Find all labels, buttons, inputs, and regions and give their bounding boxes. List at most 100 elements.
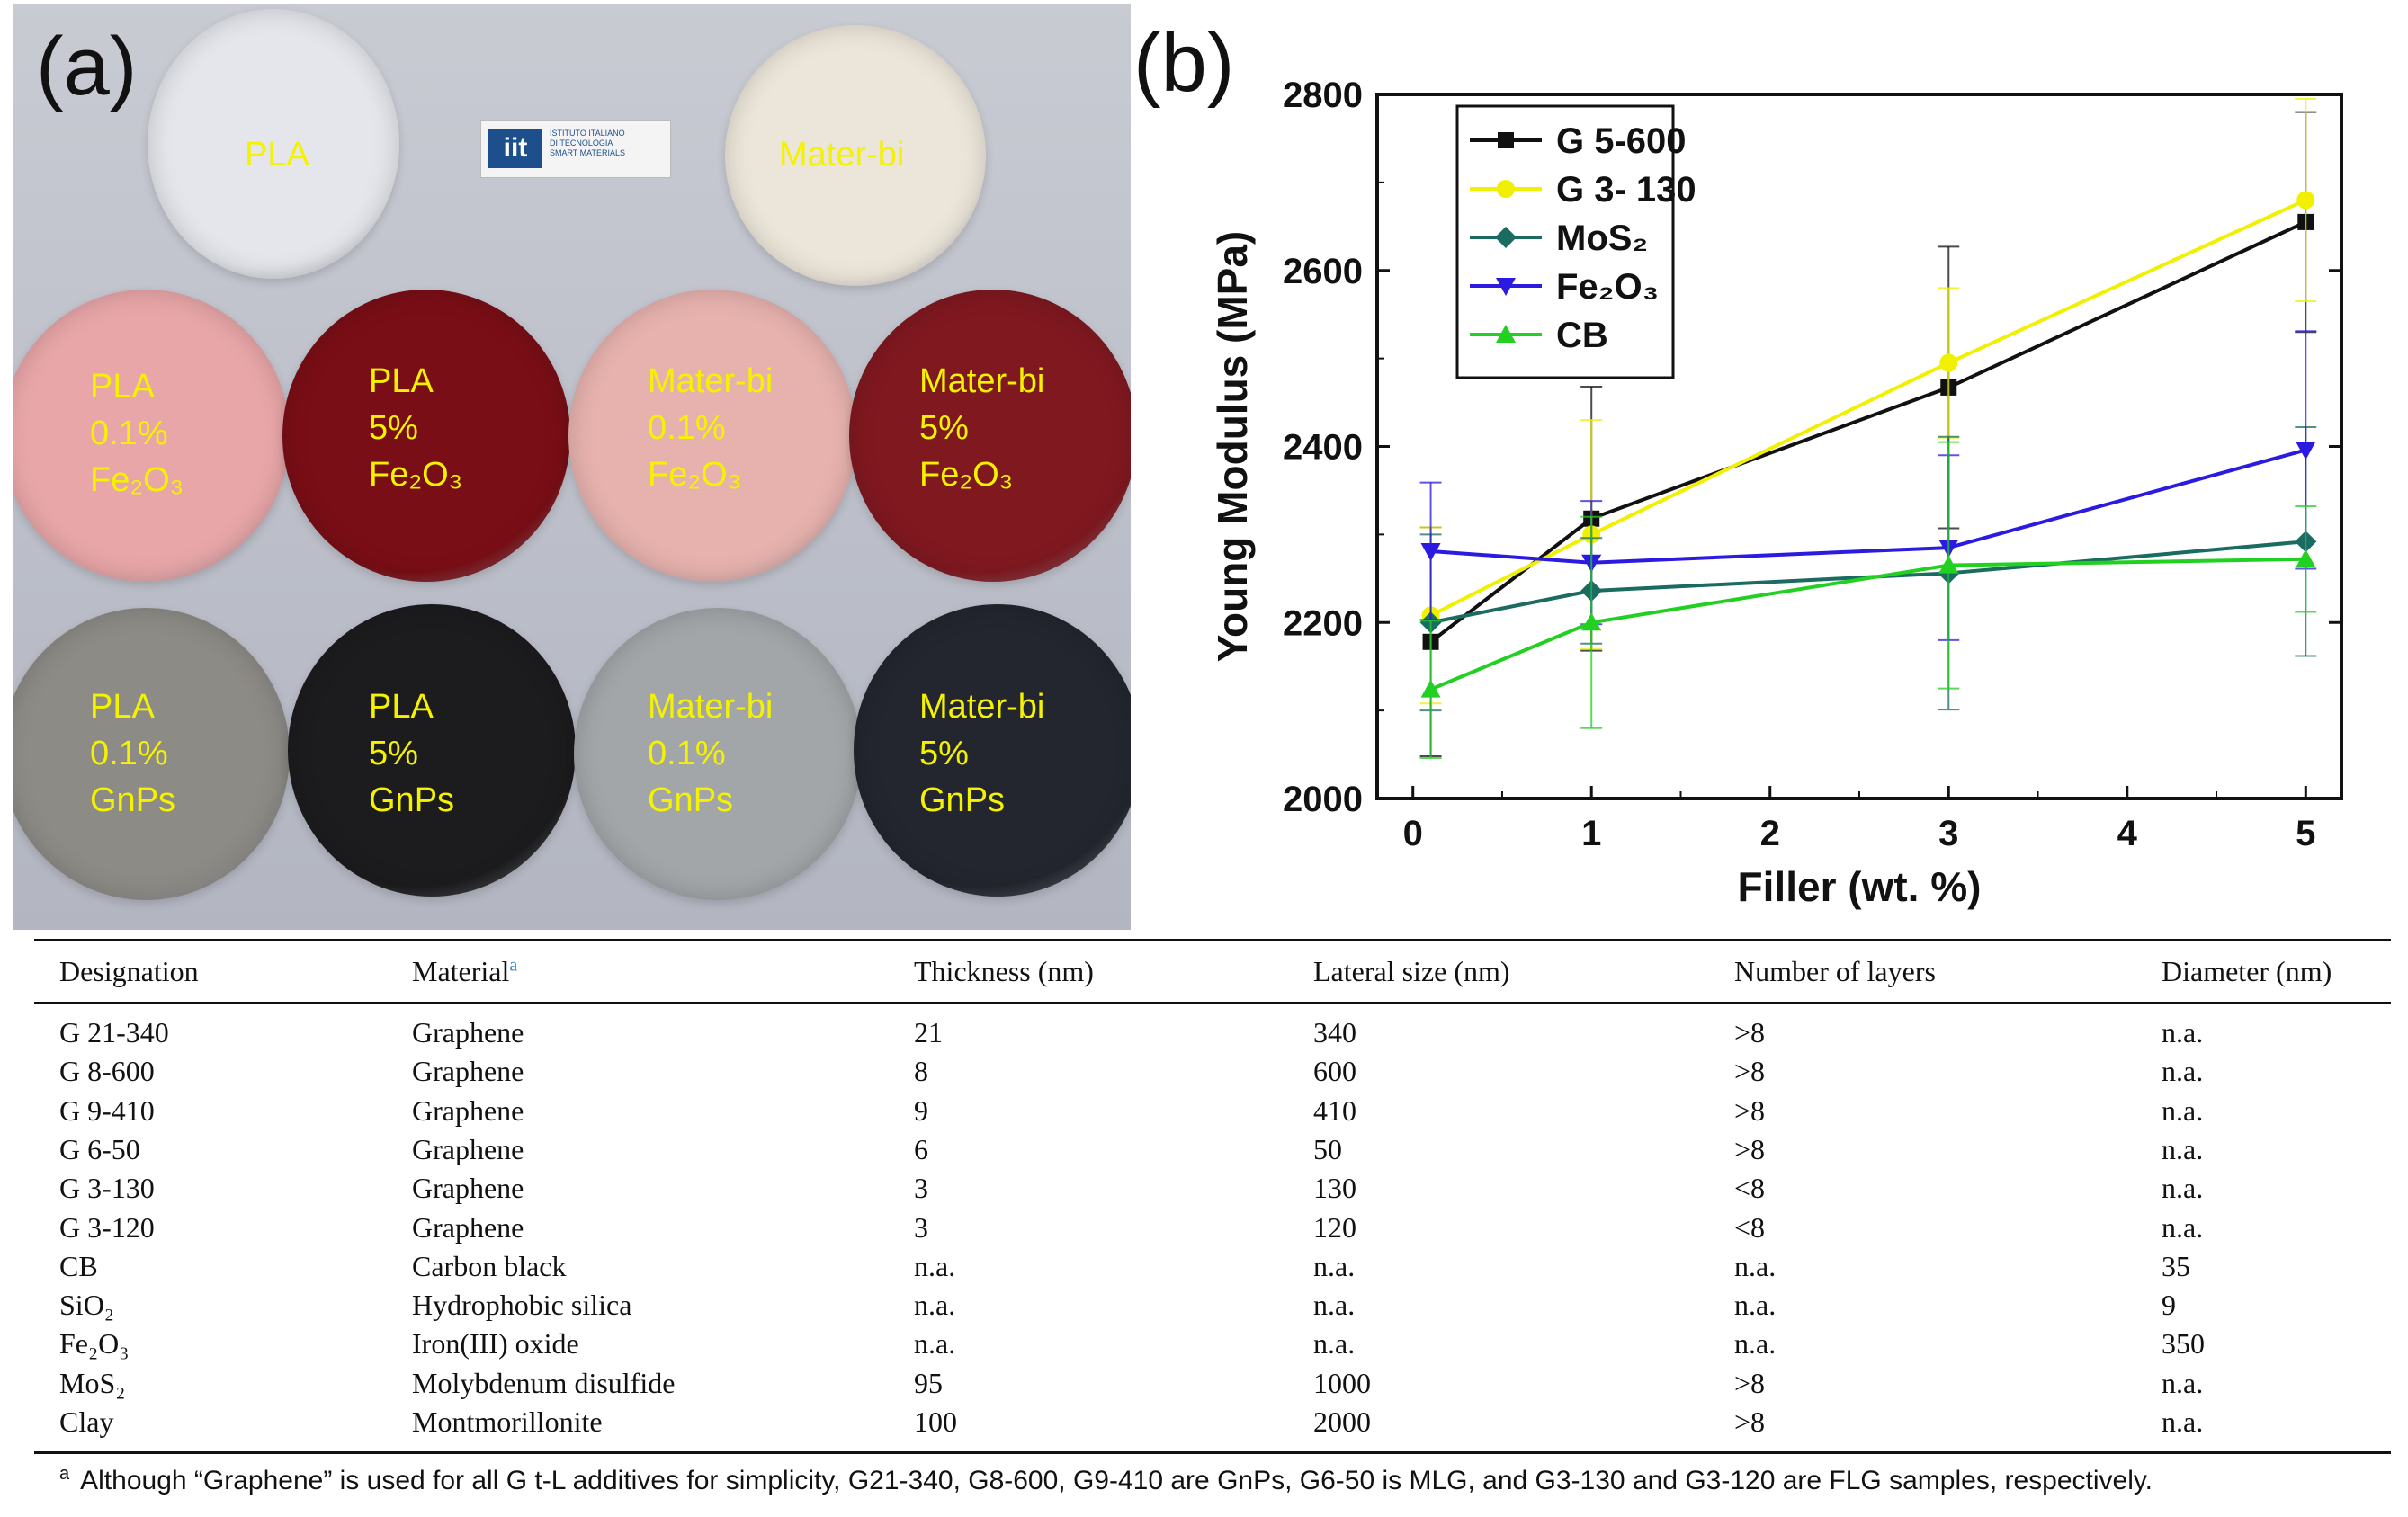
footnote-ref: a bbox=[509, 955, 518, 976]
sample-label: Mater-bi 0.1% GnPs bbox=[648, 688, 774, 819]
cell-designation: G 3-130 bbox=[59, 1172, 155, 1205]
col-header: Thickness (nm) bbox=[914, 955, 1094, 987]
cell-thickness: 8 bbox=[914, 1055, 928, 1088]
iit-logo-line: ISTITUTO ITALIANO bbox=[550, 129, 625, 138]
x-tick-label: 5 bbox=[2296, 814, 2315, 853]
y-tick-label: 2000 bbox=[1283, 780, 1363, 819]
cell-designation: CB bbox=[59, 1249, 98, 1282]
y-tick-label: 2200 bbox=[1283, 603, 1363, 643]
y-tick-label: 2800 bbox=[1283, 76, 1363, 115]
cell-material: Montmorillonite bbox=[412, 1405, 603, 1438]
table-bottom-rule bbox=[34, 1451, 2391, 1454]
series-line bbox=[1430, 448, 2306, 565]
photo-panel: (a) iit ISTITUTO ITALIANO DI TECNOLOGIA … bbox=[13, 4, 1131, 930]
cell-thickness: n.a. bbox=[914, 1289, 956, 1322]
cell-material: Graphene bbox=[412, 1210, 524, 1244]
y-tick-label: 2400 bbox=[1283, 428, 1363, 468]
data-point bbox=[1495, 227, 1517, 248]
cell-designation: MoS₂ bbox=[59, 1366, 126, 1399]
table-header-rule bbox=[34, 1002, 2391, 1004]
sample-disc bbox=[725, 25, 986, 286]
series-fe-o- bbox=[1419, 330, 2317, 641]
series-line bbox=[1430, 540, 2306, 625]
sample-disc bbox=[288, 604, 576, 897]
sample-label: PLA 5% GnPs bbox=[369, 688, 455, 819]
y-axis-label: Young Modulus (MPa) bbox=[1209, 231, 1256, 663]
cell-diameter: n.a. bbox=[2162, 1405, 2204, 1438]
sample-disc bbox=[148, 9, 399, 279]
series-line bbox=[1429, 198, 2307, 618]
x-tick-label: 0 bbox=[1403, 814, 1423, 853]
iit-logo: iit ISTITUTO ITALIANO DI TECNOLOGIA SMAR… bbox=[480, 120, 671, 178]
legend-box bbox=[1455, 104, 1675, 379]
cell-designation: G 6-50 bbox=[59, 1132, 140, 1165]
data-point bbox=[1498, 132, 1514, 148]
data-point bbox=[2296, 549, 2316, 567]
iit-logo-line: SMART MATERIALS bbox=[550, 148, 626, 157]
x-tick-label: 3 bbox=[1938, 814, 1958, 853]
sample-label: Mater-bi bbox=[779, 136, 905, 174]
cell-designation: G 21-340 bbox=[59, 1016, 169, 1049]
cell-diameter: n.a. bbox=[2162, 1055, 2204, 1088]
cell-layers: n.a. bbox=[1734, 1289, 1777, 1322]
cell-thickness: n.a. bbox=[914, 1249, 956, 1282]
x-tick-label: 1 bbox=[1581, 814, 1601, 853]
legend-label: G 3- 130 bbox=[1556, 170, 1696, 210]
cell-layers: >8 bbox=[1734, 1016, 1766, 1049]
cell-lateral-size: 600 bbox=[1313, 1055, 1356, 1088]
sample-disc bbox=[568, 290, 856, 582]
col-header: Designation bbox=[59, 955, 199, 987]
sample-disc bbox=[282, 290, 570, 582]
table-footnote: a Although “Graphene” is used for all G t… bbox=[59, 1464, 2153, 1495]
cell-designation: G 9-410 bbox=[59, 1093, 155, 1127]
cell-diameter: n.a. bbox=[2162, 1016, 2204, 1049]
data-point bbox=[1496, 278, 1516, 296]
cell-material: Graphene bbox=[412, 1055, 524, 1088]
cell-material: Graphene bbox=[412, 1093, 524, 1127]
sample-disc bbox=[574, 608, 862, 900]
x-axis-label: Filler (wt. %) bbox=[1738, 863, 1982, 910]
cell-thickness: 3 bbox=[914, 1210, 928, 1244]
cell-designation: Clay bbox=[59, 1405, 114, 1438]
sample-disc bbox=[13, 608, 290, 900]
sample-disc bbox=[854, 604, 1131, 897]
sample-label: Mater-bi 0.1% Fe₂O₃ bbox=[648, 362, 774, 494]
data-point bbox=[1581, 612, 1602, 631]
cell-lateral-size: n.a. bbox=[1313, 1289, 1356, 1322]
cell-material: Carbon black bbox=[412, 1249, 567, 1282]
col-header: Lateral size (nm) bbox=[1313, 955, 1510, 987]
data-point bbox=[1496, 325, 1516, 343]
cell-lateral-size: n.a. bbox=[1313, 1327, 1356, 1361]
x-tick-label: 2 bbox=[1760, 814, 1780, 853]
sample-disc bbox=[13, 290, 290, 582]
cell-thickness: 3 bbox=[914, 1172, 928, 1205]
cell-material: Graphene bbox=[412, 1172, 524, 1205]
cell-material: Molybdenum disulfide bbox=[412, 1366, 676, 1399]
x-tick-label: 4 bbox=[2117, 814, 2138, 853]
cell-thickness: n.a. bbox=[914, 1327, 956, 1361]
data-point bbox=[1939, 353, 1958, 372]
cell-lateral-size: 2000 bbox=[1313, 1405, 1371, 1438]
sample-label: PLA 5% Fe₂O₃ bbox=[369, 362, 463, 494]
sample-label: Mater-bi 5% Fe₂O₃ bbox=[919, 362, 1045, 494]
sample-label: PLA 0.1% Fe₂O₃ bbox=[90, 368, 184, 499]
cell-layers: >8 bbox=[1734, 1132, 1766, 1165]
cell-diameter: n.a. bbox=[2162, 1172, 2204, 1205]
cell-layers: >8 bbox=[1734, 1405, 1766, 1438]
cell-thickness: 6 bbox=[914, 1132, 928, 1165]
cell-lateral-size: 120 bbox=[1313, 1210, 1356, 1244]
cell-layers: >8 bbox=[1734, 1055, 1766, 1088]
col-header: Materiala bbox=[412, 955, 518, 987]
cell-diameter: 35 bbox=[2162, 1249, 2190, 1282]
cell-layers: n.a. bbox=[1734, 1249, 1777, 1282]
cell-material: Iron(III) oxide bbox=[412, 1327, 579, 1361]
panel-a-label: (a) bbox=[36, 21, 138, 112]
data-point bbox=[1938, 555, 1959, 574]
cell-lateral-size: 130 bbox=[1313, 1172, 1356, 1205]
cell-thickness: 100 bbox=[914, 1405, 957, 1438]
series-cb bbox=[1419, 441, 2317, 759]
cell-material: Hydrophobic silica bbox=[412, 1289, 632, 1322]
cell-layers: <8 bbox=[1734, 1172, 1766, 1205]
cell-thickness: 95 bbox=[914, 1366, 943, 1399]
cell-diameter: n.a. bbox=[2162, 1366, 2204, 1399]
